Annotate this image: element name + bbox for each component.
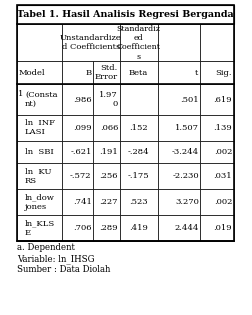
Bar — [158, 215, 200, 241]
Text: .191: .191 — [99, 148, 118, 156]
Text: .419: .419 — [129, 224, 148, 232]
Text: .289: .289 — [100, 224, 118, 232]
Text: .002: .002 — [214, 198, 232, 206]
Text: .501: .501 — [180, 95, 199, 104]
Bar — [200, 61, 234, 84]
Bar — [17, 5, 234, 241]
Text: ln  SBI: ln SBI — [25, 148, 54, 156]
Text: .706: .706 — [73, 224, 92, 232]
Bar — [158, 163, 200, 189]
Text: Tabel 1. Hasil Analisis Regresi Berganda: Tabel 1. Hasil Analisis Regresi Berganda — [17, 10, 234, 19]
Bar — [158, 115, 200, 141]
Text: -.621: -.621 — [70, 148, 92, 156]
Text: .139: .139 — [214, 124, 232, 132]
Text: .741: .741 — [73, 198, 92, 206]
Bar — [200, 189, 234, 215]
Bar — [62, 215, 93, 241]
Bar — [62, 115, 93, 141]
Bar — [119, 115, 158, 141]
Text: .019: .019 — [214, 224, 232, 232]
Bar — [119, 189, 158, 215]
Text: -3.244: -3.244 — [172, 148, 199, 156]
Bar — [93, 141, 119, 163]
Text: ln_dow
jones: ln_dow jones — [25, 194, 55, 211]
Bar — [62, 163, 93, 189]
Text: -2.230: -2.230 — [172, 172, 199, 180]
Bar — [200, 215, 234, 241]
Text: Std.
Error: Std. Error — [95, 64, 118, 81]
Text: ln  KU
RS: ln KU RS — [25, 168, 51, 185]
Text: Standardiz
ed
Coefficient
s: Standardiz ed Coefficient s — [117, 25, 161, 61]
Bar — [93, 115, 119, 141]
Bar — [158, 84, 200, 115]
Bar — [62, 189, 93, 215]
Bar — [119, 163, 158, 189]
Text: 1.507: 1.507 — [175, 124, 199, 132]
Bar — [62, 61, 93, 84]
Text: -.284: -.284 — [128, 148, 149, 156]
Bar — [93, 163, 119, 189]
Bar — [119, 84, 158, 115]
Text: .031: .031 — [214, 172, 232, 180]
Bar — [62, 84, 93, 115]
Text: 1.97
0: 1.97 0 — [99, 91, 118, 108]
Bar — [119, 61, 158, 84]
Text: .986: .986 — [73, 95, 92, 104]
Text: 2.444: 2.444 — [174, 224, 199, 232]
Text: 3.270: 3.270 — [175, 198, 199, 206]
Bar — [17, 215, 62, 241]
Text: -.572: -.572 — [70, 172, 92, 180]
Bar — [119, 141, 158, 163]
Bar — [200, 115, 234, 141]
Bar — [93, 189, 119, 215]
Bar — [17, 163, 62, 189]
Text: .002: .002 — [214, 148, 232, 156]
Text: Beta: Beta — [129, 69, 148, 77]
Bar — [158, 61, 200, 84]
Bar — [93, 61, 119, 84]
Text: .066: .066 — [100, 124, 118, 132]
Text: Model: Model — [18, 69, 45, 77]
Bar — [17, 24, 62, 61]
Bar — [158, 24, 200, 61]
Text: .227: .227 — [100, 198, 118, 206]
Text: .523: .523 — [129, 198, 148, 206]
Bar — [17, 5, 234, 24]
Text: .256: .256 — [100, 172, 118, 180]
Text: B: B — [85, 69, 91, 77]
Bar — [200, 84, 234, 115]
Text: ln  INF
LASI: ln INF LASI — [25, 119, 55, 136]
Bar — [158, 141, 200, 163]
Text: t: t — [195, 69, 199, 77]
Bar — [119, 24, 158, 61]
Bar — [17, 141, 62, 163]
Text: (Consta
nt): (Consta nt) — [25, 91, 57, 108]
Bar — [17, 189, 62, 215]
Bar — [17, 84, 62, 115]
Bar — [158, 189, 200, 215]
Bar — [17, 24, 234, 61]
Bar — [200, 24, 234, 61]
Text: ln_KLS
E: ln_KLS E — [25, 220, 55, 237]
Text: .099: .099 — [73, 124, 92, 132]
Text: -.175: -.175 — [128, 172, 149, 180]
Text: .152: .152 — [129, 124, 148, 132]
Text: 1: 1 — [18, 90, 23, 98]
Bar — [17, 61, 62, 84]
Bar — [17, 115, 62, 141]
Bar — [200, 163, 234, 189]
Bar — [62, 24, 119, 61]
Text: Unstandardize
d Coefficients: Unstandardize d Coefficients — [60, 34, 121, 51]
Text: Sig.: Sig. — [216, 69, 232, 77]
Bar — [93, 84, 119, 115]
Text: .619: .619 — [214, 95, 232, 104]
Bar — [93, 215, 119, 241]
Bar — [62, 141, 93, 163]
Bar — [119, 215, 158, 241]
Text: a. Dependent
Variable: ln_IHSG
Sumber : Data Diolah: a. Dependent Variable: ln_IHSG Sumber : … — [17, 243, 110, 274]
Bar — [200, 141, 234, 163]
